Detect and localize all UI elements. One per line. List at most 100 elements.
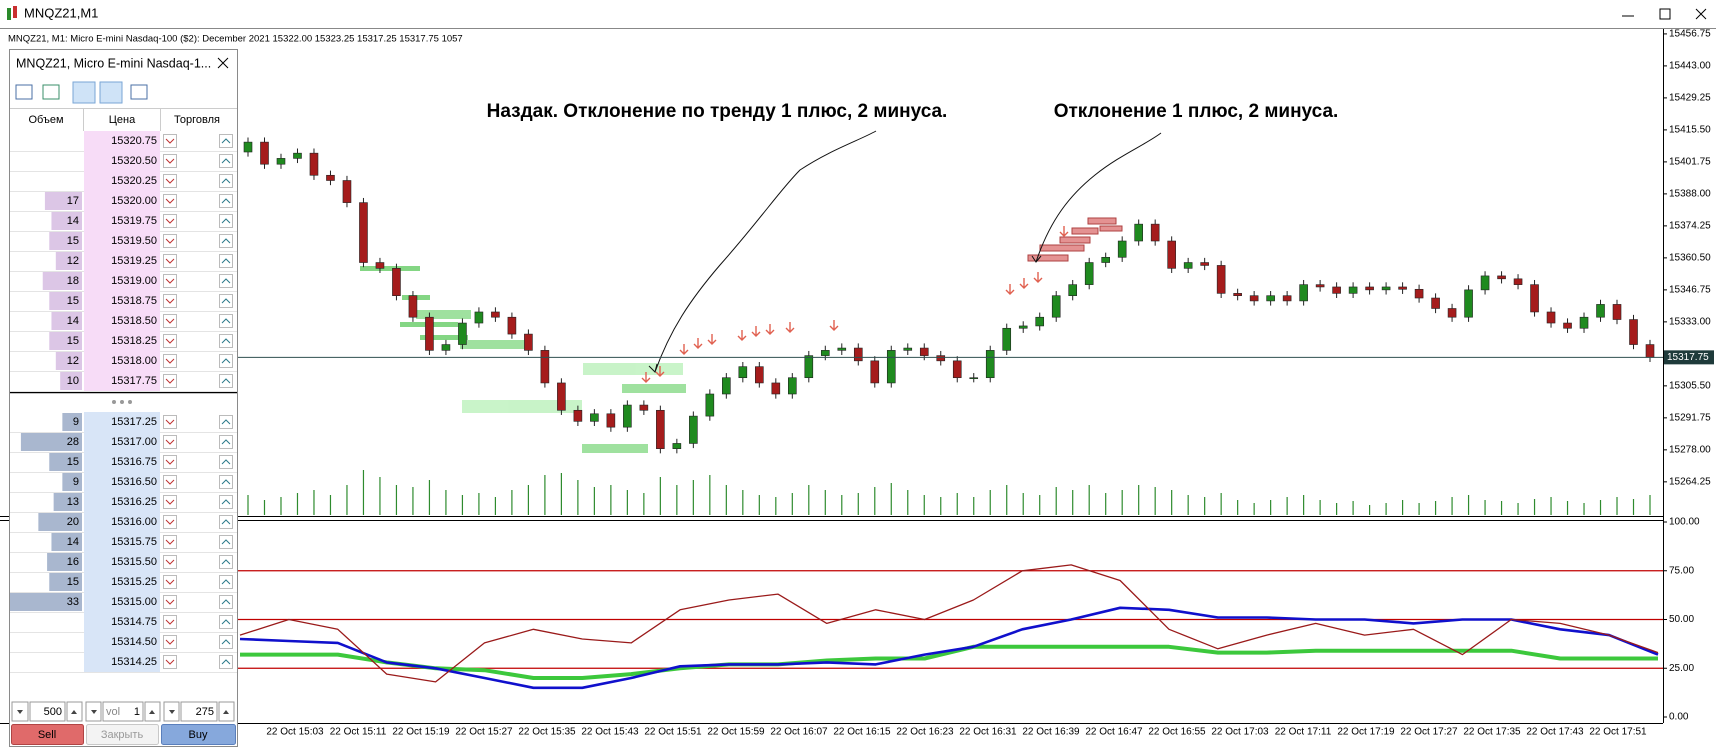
depth-input[interactable] [180,701,218,722]
sell-limit-button[interactable] [163,354,177,368]
price-cell [84,632,160,652]
buy-limit-button[interactable] [219,174,233,188]
sell-limit-button[interactable] [163,615,177,629]
sell-limit-button[interactable] [163,455,177,469]
candle-body [293,152,302,159]
buy-limit-button[interactable] [219,535,233,549]
close-position-button[interactable] [86,724,159,745]
x-tick-label: 22 Oct 15:43 [581,727,639,738]
candle-body [590,413,599,422]
buy-limit-button[interactable] [219,475,233,489]
chevron-up [221,318,231,324]
chevron-up [221,619,231,625]
buy-limit-button[interactable] [219,615,233,629]
close-button[interactable] [1695,8,1707,20]
sell-limit-button[interactable] [163,134,177,148]
sell-limit-button[interactable] [163,214,177,228]
sell-limit-button[interactable] [163,294,177,308]
buy-limit-button[interactable] [219,254,233,268]
sell-limit-button[interactable] [163,194,177,208]
chevron-up [221,539,231,545]
tool-button[interactable] [15,84,33,100]
buy-button[interactable] [161,724,236,745]
lot-input[interactable] [29,701,66,722]
buy-limit-button[interactable] [219,495,233,509]
candle-body [474,311,484,324]
buy-limit-button[interactable] [219,635,233,649]
y-tick-label: 50.00 [1669,614,1694,625]
panel-close[interactable] [217,57,229,69]
price-text: 15319.50 [111,235,157,247]
depth-value: 275 [196,706,214,718]
buy-limit-button[interactable] [219,234,233,248]
volume-text: 15 [67,456,79,468]
sell-limit-button[interactable] [163,495,177,509]
candle-body [1035,316,1045,327]
candle-body [853,347,863,362]
sell-limit-button[interactable] [163,174,177,188]
chevron-down [165,659,175,665]
sell-limit-button[interactable] [163,234,177,248]
buy-limit-button[interactable] [219,274,233,288]
vol-input[interactable] [102,701,144,722]
sell-limit-button[interactable] [163,154,177,168]
window-title: MNQZ21,M1 [24,5,98,20]
sell-limit-button[interactable] [163,515,177,529]
buy-limit-button[interactable] [219,314,233,328]
buy-limit-button[interactable] [219,294,233,308]
buy-limit-button[interactable] [219,655,233,669]
buy-limit-button[interactable] [219,194,233,208]
sell-limit-button[interactable] [163,254,177,268]
sell-button[interactable] [11,724,84,745]
tool-button[interactable] [99,81,123,104]
sell-limit-button[interactable] [163,635,177,649]
price-cell [84,412,160,432]
buy-limit-button[interactable] [219,435,233,449]
candle-body [260,141,269,165]
sell-limit-button[interactable] [163,535,177,549]
sell-limit-button[interactable] [163,595,177,609]
x-tick-label: 22 Oct 17:19 [1337,727,1395,738]
buy-limit-button[interactable] [219,575,233,589]
candle-body [1513,278,1523,285]
buy-limit-button[interactable] [219,154,233,168]
buy-limit-button[interactable] [219,415,233,429]
sell-limit-button[interactable] [163,334,177,348]
buy-limit-button[interactable] [219,374,233,388]
candle-body [820,350,830,356]
sell-limit-button[interactable] [163,575,177,589]
candle-body [936,355,946,362]
depth-of-market: MNQZ21, Micro E-mini Nasdaq-1... Объем Ц… [9,49,238,747]
candle-body [672,443,682,449]
sell-limit-button[interactable] [163,274,177,288]
volume-text: 15 [67,235,79,247]
candle-body [1200,262,1209,266]
buy-limit-button[interactable] [219,214,233,228]
chevron-down [165,258,175,264]
volume-text: 14 [67,315,79,327]
signal-arrows [641,226,1069,383]
tool-button[interactable] [72,81,96,104]
buy-limit-button[interactable] [219,354,233,368]
buy-limit-button[interactable] [219,555,233,569]
buy-limit-button[interactable] [219,455,233,469]
sell-limit-button[interactable] [163,475,177,489]
price-text: 15317.75 [111,375,157,387]
tool-button[interactable] [130,84,148,100]
buy-limit-button[interactable] [219,334,233,348]
buy-limit-button[interactable] [219,595,233,609]
buy-limit-button[interactable] [219,515,233,529]
chevron-down [165,158,175,164]
sell-limit-button[interactable] [163,435,177,449]
sell-limit-button[interactable] [163,415,177,429]
sell-limit-button[interactable] [163,655,177,669]
candle-body [342,180,352,203]
sell-limit-button[interactable] [163,374,177,388]
sell-limit-button[interactable] [163,555,177,569]
price-text: 15315.75 [111,536,157,548]
maximize-button[interactable] [1659,8,1671,20]
sell-limit-button[interactable] [163,314,177,328]
tool-button[interactable] [42,84,60,100]
buy-limit-button[interactable] [219,134,233,148]
